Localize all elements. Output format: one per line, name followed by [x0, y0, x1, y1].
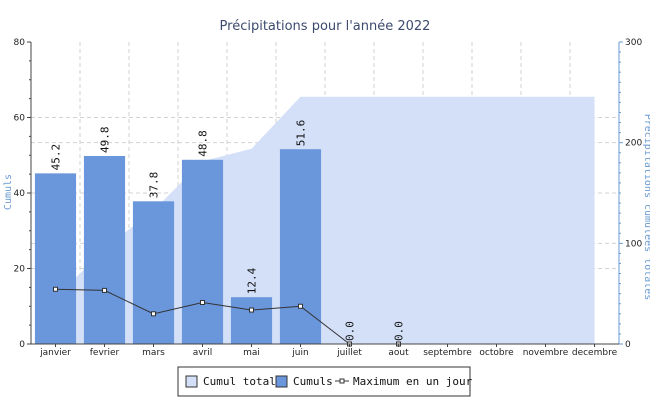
- y-tick-label: 0: [19, 340, 25, 350]
- x-tick-label-mai: mai: [243, 348, 260, 358]
- max-line-path: [55, 288, 399, 345]
- y-tick-label: 80: [14, 38, 26, 48]
- max-line-marker-fevrier: [102, 287, 107, 293]
- legend-swatch-cumuls: [275, 375, 288, 388]
- legend: Cumul total Cumuls Maximum en un jour: [177, 366, 473, 397]
- bar-mai: [230, 297, 273, 344]
- max-line-marker-janvier: [53, 286, 58, 292]
- legend-label-cumuls: Cumuls: [293, 375, 333, 388]
- y2-axis-title: Précipitations cumulées totales: [642, 114, 650, 301]
- bar-value-label-janvier: 45.2: [50, 144, 63, 171]
- x-tick-label-decembre: decembre: [572, 348, 618, 358]
- max-line-marker-avril: [200, 299, 205, 305]
- x-tick-label-fevrier: fevrier: [90, 348, 120, 358]
- x-tick-label-juillet: juillet: [336, 348, 362, 358]
- bar-janvier: [34, 173, 77, 344]
- max-line-marker-mai: [249, 307, 254, 313]
- chart-title: Précipitations pour l'année 2022: [220, 19, 431, 34]
- x-tick-label-septembre: septembre: [423, 348, 472, 358]
- bar-fevrier: [83, 156, 126, 344]
- legend-label-max: Maximum en un jour: [353, 375, 473, 388]
- bar-avril: [181, 159, 224, 344]
- y-tick-label: 20: [14, 265, 26, 275]
- bar-value-label-avril: 48.8: [197, 130, 210, 157]
- bar-mars: [132, 201, 175, 344]
- bar-value-label-mai: 12.4: [246, 267, 259, 294]
- bar-value-label-fevrier: 49.8: [99, 127, 112, 154]
- y2-tick-label: 300: [625, 38, 642, 48]
- x-tick-label-janvier: janvier: [39, 348, 71, 358]
- x-tick-label-juin: juin: [291, 348, 308, 358]
- bars: [34, 149, 322, 344]
- legend-box: [177, 366, 471, 397]
- legend-label-cumul-total: Cumul total: [203, 375, 276, 388]
- y2-tick-label: 200: [625, 139, 642, 149]
- legend-marker-max: [339, 378, 345, 384]
- legend-swatch-cumul-total: [185, 375, 198, 388]
- bar-juin: [279, 149, 322, 344]
- y-tick-label: 60: [14, 114, 26, 124]
- axes: 0 20 40 60 80 0 100 200 300 janvier fevrier mars avr…: [14, 38, 643, 358]
- x-tick-label-aout: aout: [388, 348, 409, 358]
- data-labels: 45.2 49.8 37.8 48.8 12.4 51.6 0.0 0.0: [50, 120, 406, 341]
- x-tick-label-avril: avril: [193, 348, 213, 358]
- bar-value-label-juin: 51.6: [295, 120, 308, 147]
- bar-value-label-mars: 37.8: [148, 172, 161, 199]
- x-tick-label-octobre: octobre: [479, 348, 514, 358]
- y2-tick-label: 0: [625, 340, 631, 350]
- x-tick-label-mars: mars: [142, 348, 165, 358]
- max-line-marker-mars: [151, 311, 156, 317]
- bar-value-label-aout: 0.0: [393, 321, 406, 341]
- y-axis-title: Cumuls: [3, 174, 14, 210]
- y-tick-label: 40: [14, 189, 26, 199]
- y2-tick-label: 100: [625, 239, 642, 249]
- x-tick-label-novembre: novembre: [523, 348, 569, 358]
- max-line-marker-juin: [298, 303, 303, 309]
- bar-value-label-juillet: 0.0: [344, 321, 357, 341]
